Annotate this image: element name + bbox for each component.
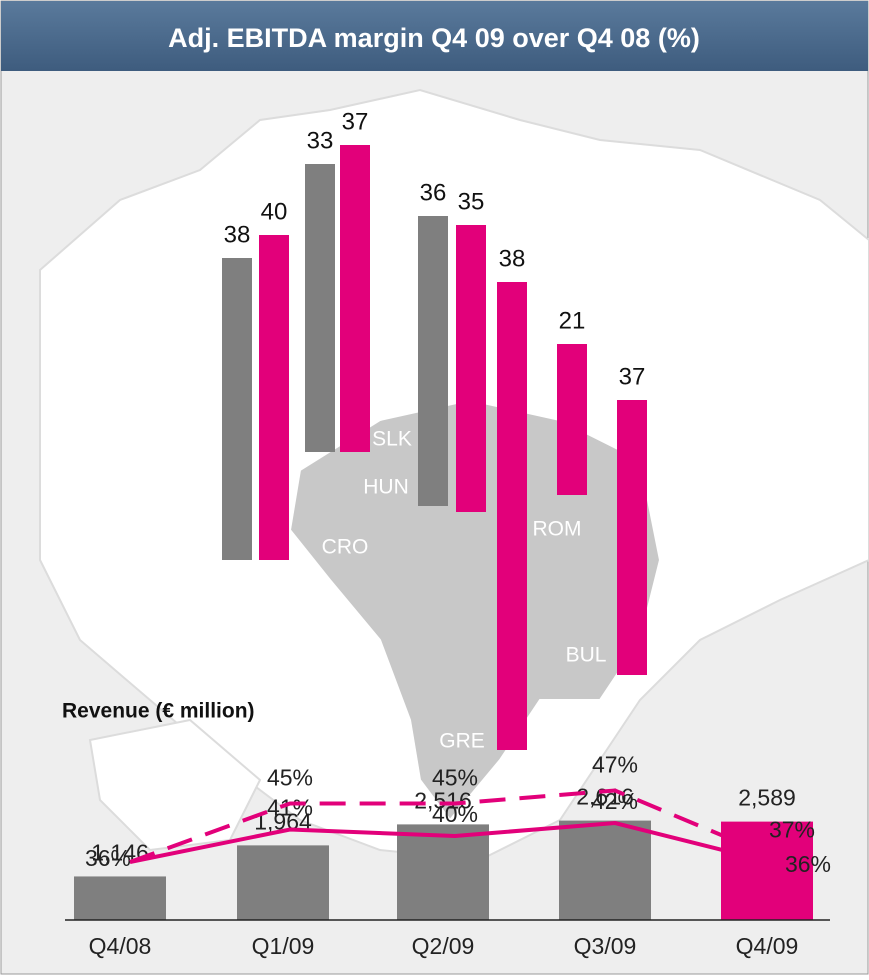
margin-line-label: 36%	[85, 845, 131, 871]
x-tick-label: Q2/09	[412, 933, 475, 959]
margin-line-label: 41%	[267, 795, 313, 821]
country-label: ROM	[533, 518, 582, 541]
margin-bar	[557, 344, 587, 495]
margin-bar	[222, 258, 252, 560]
revenue-label: 2,616	[576, 784, 634, 810]
title: Adj. EBITDA margin Q4 09 over Q4 08 (%)	[168, 23, 700, 53]
country-label: BUL	[566, 644, 607, 667]
margin-bar	[305, 164, 335, 452]
revenue-label: 2,589	[738, 785, 796, 811]
margin-bar	[456, 225, 486, 512]
margin-label: 21	[559, 307, 586, 334]
margin-bar	[617, 400, 647, 675]
chart-title: Revenue (€ million)	[62, 700, 255, 723]
region	[288, 398, 662, 822]
revenue-bar	[559, 820, 651, 920]
margin-label: 40	[261, 198, 288, 225]
x-tick-label: Q3/09	[574, 933, 637, 959]
margin-label: 38	[224, 221, 251, 248]
margin-line-label: 45%	[267, 765, 313, 791]
country-label: HUN	[363, 476, 409, 499]
margin-line	[129, 820, 771, 864]
x-tick-label: Q4/08	[89, 933, 152, 959]
margin-line-label: 37%	[769, 817, 815, 843]
country-label: CRO	[322, 536, 369, 559]
x-tick-label: Q1/09	[252, 933, 315, 959]
country-label: GRE	[439, 730, 485, 753]
revenue-bar	[721, 821, 813, 920]
margin-label: 33	[307, 127, 334, 154]
margin-label: 37	[619, 363, 646, 390]
margin-bar	[259, 235, 289, 560]
margin-line-label: 36%	[785, 851, 831, 877]
margin-label: 36	[420, 179, 447, 206]
margin-bar	[418, 216, 448, 506]
margin-line-label: 47%	[592, 752, 638, 778]
x-tick-label: Q4/09	[736, 933, 799, 959]
margin-label: 38	[499, 245, 526, 272]
revenue-bar	[74, 876, 166, 920]
margin-line-label: 45%	[432, 765, 478, 791]
margin-line	[129, 788, 771, 864]
revenue-label: 2,516	[414, 787, 472, 813]
margin-label: 37	[342, 108, 369, 135]
revenue-bar	[237, 845, 329, 920]
margin-bar	[340, 145, 370, 452]
revenue-bar	[397, 824, 489, 920]
margin-bar	[497, 282, 527, 750]
header	[1, 1, 868, 71]
margin-label: 35	[458, 188, 485, 215]
country-label: SLK	[372, 428, 412, 451]
